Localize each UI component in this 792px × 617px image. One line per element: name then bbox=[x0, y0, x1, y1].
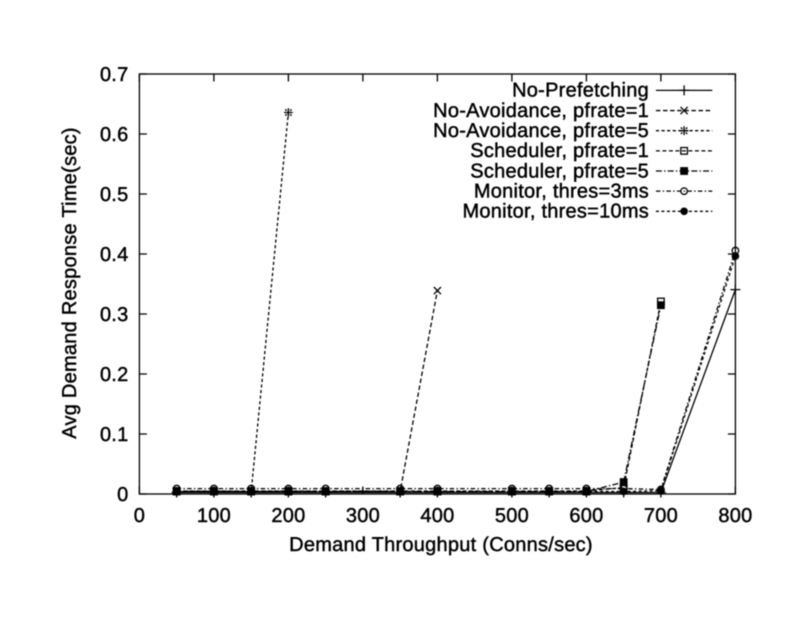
svg-text:0.2: 0.2 bbox=[100, 364, 129, 386]
svg-text:Avg Demand Response Time(sec): Avg Demand Response Time(sec) bbox=[59, 127, 81, 438]
svg-text:400: 400 bbox=[420, 505, 454, 527]
svg-text:0.6: 0.6 bbox=[100, 124, 129, 146]
svg-text:0.4: 0.4 bbox=[100, 244, 129, 266]
svg-text:0: 0 bbox=[117, 484, 128, 506]
svg-text:Scheduler, pfrate=1: Scheduler, pfrate=1 bbox=[470, 140, 649, 162]
svg-text:0.1: 0.1 bbox=[100, 424, 129, 446]
svg-text:100: 100 bbox=[197, 505, 231, 527]
svg-text:0: 0 bbox=[134, 505, 145, 527]
svg-text:800: 800 bbox=[718, 505, 752, 527]
svg-text:0.3: 0.3 bbox=[100, 304, 129, 326]
svg-text:0.7: 0.7 bbox=[100, 64, 129, 86]
svg-text:500: 500 bbox=[495, 505, 529, 527]
svg-text:300: 300 bbox=[346, 505, 380, 527]
svg-text:700: 700 bbox=[644, 505, 678, 527]
svg-text:Scheduler, pfrate=5: Scheduler, pfrate=5 bbox=[470, 160, 649, 182]
svg-text:No-Prefetching: No-Prefetching bbox=[512, 80, 649, 102]
svg-text:600: 600 bbox=[569, 505, 603, 527]
svg-text:Monitor, thres=10ms: Monitor, thres=10ms bbox=[463, 201, 650, 223]
svg-text:200: 200 bbox=[271, 505, 305, 527]
svg-text:0.5: 0.5 bbox=[100, 184, 129, 206]
svg-text:No-Avoidance, pfrate=1: No-Avoidance, pfrate=1 bbox=[433, 100, 649, 122]
svg-text:No-Avoidance, pfrate=5: No-Avoidance, pfrate=5 bbox=[433, 120, 649, 142]
svg-text:Monitor, thres=3ms: Monitor, thres=3ms bbox=[474, 180, 649, 202]
svg-text:Demand Throughput (Conns/sec): Demand Throughput (Conns/sec) bbox=[289, 534, 593, 556]
